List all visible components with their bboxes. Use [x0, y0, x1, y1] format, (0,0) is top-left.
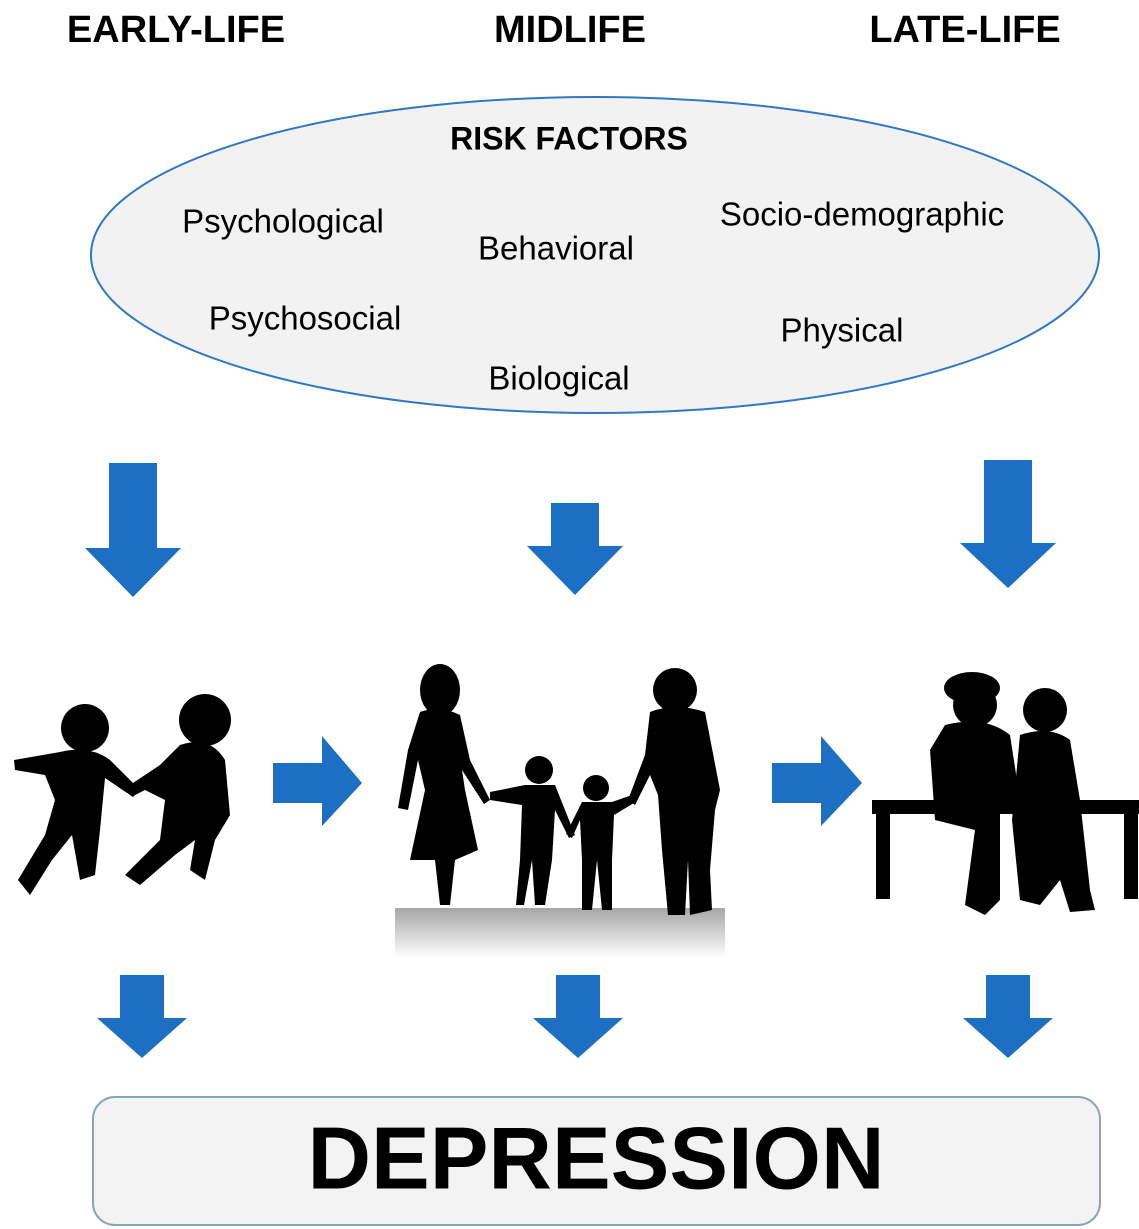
- outcome-label: DEPRESSION: [307, 1108, 884, 1207]
- down-arrow: [963, 975, 1053, 1058]
- risk-factor: Biological: [488, 360, 629, 397]
- outcome-box: [92, 1096, 1101, 1226]
- risk-factor: Socio-demographic: [720, 196, 1004, 233]
- down-arrow: [85, 463, 181, 597]
- stage-label: EARLY-LIFE: [67, 9, 285, 51]
- right-arrow: [273, 736, 362, 826]
- risk-factor: Physical: [781, 312, 904, 349]
- risk-factor: Behavioral: [478, 230, 634, 267]
- risk-factor: Psychological: [182, 203, 384, 240]
- risk-factor: Psychosocial: [209, 300, 402, 337]
- down-arrow: [960, 460, 1056, 588]
- stage-label: LATE-LIFE: [869, 9, 1060, 51]
- stage-label: MIDLIFE: [494, 9, 646, 51]
- elderly-silhouette: [872, 672, 1139, 915]
- children-silhouette: [14, 694, 231, 895]
- down-arrow: [97, 975, 187, 1058]
- right-arrow: [772, 736, 862, 826]
- down-arrow: [527, 503, 623, 595]
- family-silhouette: [395, 664, 725, 958]
- risk-factor-ellipse: [90, 96, 1100, 414]
- risk-factors-title: RISK FACTORS: [450, 120, 688, 156]
- down-arrow: [533, 975, 623, 1058]
